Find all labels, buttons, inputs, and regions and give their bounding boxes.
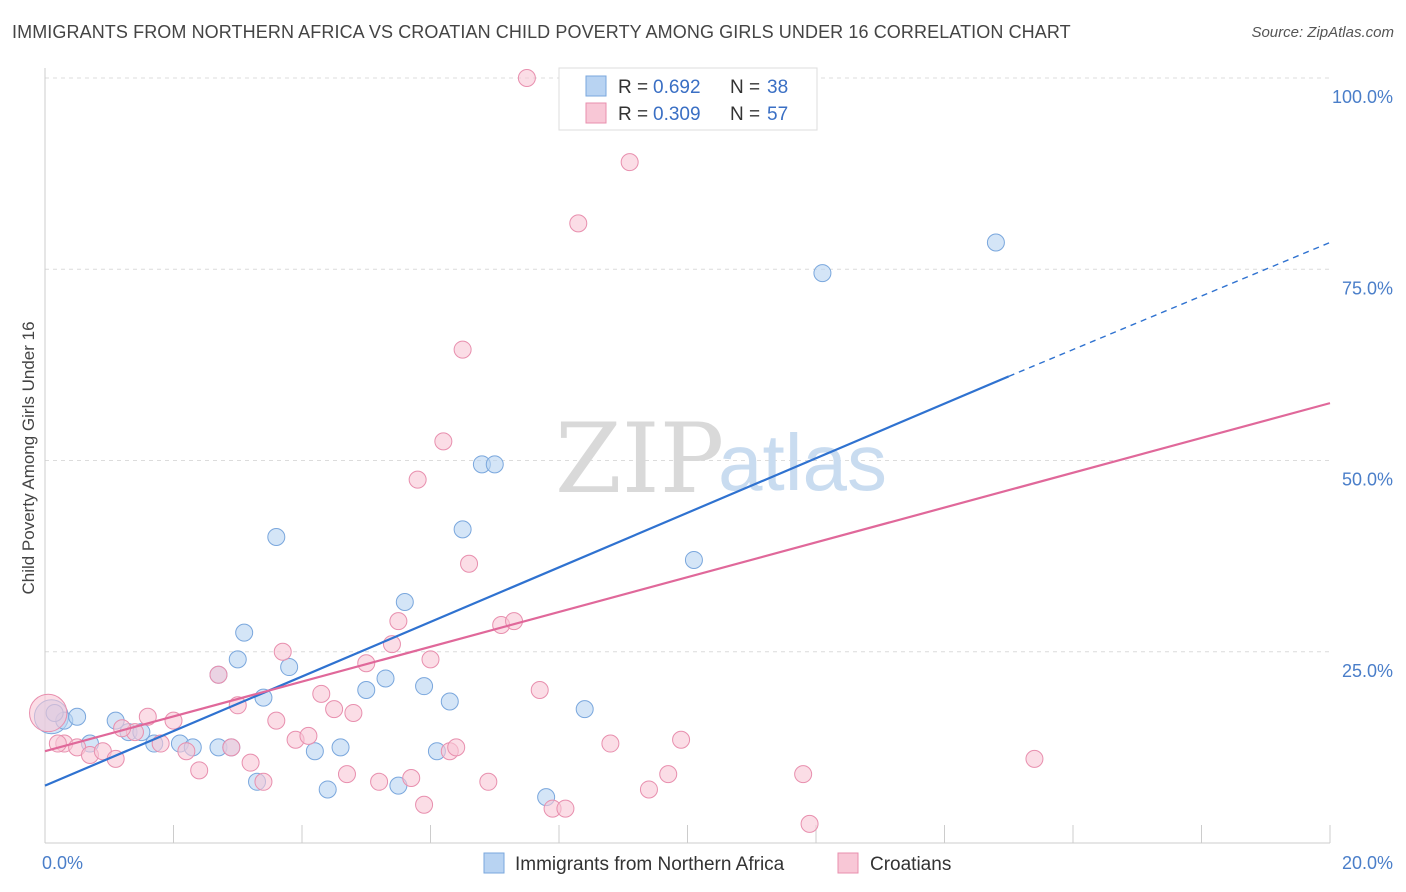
correlation-legend: R = 0.692 N = 38 R = 0.309 N = 57: [558, 67, 818, 131]
legend-n-label-blue: N =: [730, 77, 760, 98]
point-pink-40: [505, 612, 524, 631]
point-pink-42: [530, 681, 549, 699]
point-pink-15: [241, 753, 260, 772]
point-blue-28: [440, 692, 459, 711]
legend-swatch-blue: [585, 75, 607, 97]
point-blue-33: [575, 700, 594, 719]
series-legend-swatch-blue: [483, 852, 505, 874]
trendline-blue-extension: [1008, 241, 1331, 377]
point-pink-11: [190, 761, 209, 780]
point-pink-12: [209, 665, 228, 684]
y-tick-label-0: 25.0%: [1342, 661, 1393, 681]
point-pink-13: [222, 738, 241, 757]
point-pink-47: [601, 734, 620, 753]
point-pink-17: [267, 711, 286, 730]
legend-n-value-blue: 38: [767, 77, 788, 98]
point-pink-44: [556, 799, 575, 818]
x-tick-label-0: 0.0%: [42, 853, 83, 873]
legend-r-value-blue: 0.692: [653, 77, 701, 98]
point-blue-25: [395, 593, 414, 612]
trendline-blue: [44, 375, 1010, 787]
point-pink-35: [447, 738, 466, 757]
legend-r-value-pink: 0.309: [653, 104, 701, 125]
point-pink-20: [299, 726, 318, 745]
point-pink-22: [325, 700, 344, 719]
point-pink-23: [337, 765, 356, 784]
series-legend-swatch-pink: [837, 852, 859, 874]
point-pink-30: [408, 470, 427, 489]
watermark-atlas: atlas: [718, 418, 887, 507]
point-pink-18: [273, 642, 292, 661]
point-blue-26: [415, 677, 434, 696]
point-blue-31: [485, 455, 504, 474]
y-tick-label-3: 100.0%: [1332, 87, 1393, 107]
point-pink-7: [138, 707, 157, 726]
point-pink-32: [421, 650, 440, 669]
point-blue-35: [813, 264, 832, 283]
point-pink-29: [402, 768, 421, 787]
point-pink-49: [639, 780, 658, 799]
legend-n-label-pink: N =: [730, 104, 760, 125]
trendline-pink: [44, 402, 1331, 753]
point-pink-48: [620, 153, 639, 172]
point-blue-17: [267, 528, 286, 546]
point-pink-24: [344, 703, 363, 722]
point-blue-2: [68, 707, 87, 726]
chart-title: IMMIGRANTS FROM NORTHERN AFRICA VS CROAT…: [12, 22, 1071, 42]
point-blue-14: [235, 623, 254, 642]
point-pink-0: [29, 693, 68, 733]
point-pink-50: [659, 765, 678, 784]
point-blue-20: [318, 780, 337, 799]
point-pink-33: [434, 432, 453, 451]
source-credit: Source: ZipAtlas.com: [1251, 24, 1394, 41]
point-pink-26: [370, 772, 389, 791]
point-blue-13: [228, 650, 247, 669]
trend-lines: [44, 241, 1331, 787]
point-blue-23: [376, 669, 395, 688]
point-pink-41: [517, 69, 536, 87]
point-blue-29: [453, 520, 472, 539]
legend-r-label-blue: R =: [618, 77, 648, 98]
series-legend: Immigrants from Northern Africa Croatian…: [483, 852, 951, 875]
x-tick-label-1: 20.0%: [1342, 853, 1393, 873]
legend-swatch-pink: [585, 102, 607, 124]
data-points: [29, 69, 1044, 833]
point-blue-34: [684, 550, 703, 569]
y-tick-label-1: 50.0%: [1342, 470, 1393, 490]
point-pink-51: [672, 730, 691, 749]
legend-n-value-pink: 57: [767, 104, 788, 125]
watermark-zip: ZIP: [555, 403, 724, 515]
point-pink-10: [177, 742, 196, 761]
point-pink-38: [479, 772, 498, 791]
point-pink-53: [800, 814, 819, 833]
point-blue-22: [357, 681, 376, 699]
point-blue-36: [986, 233, 1005, 252]
series-legend-label-pink: Croatians: [870, 854, 951, 875]
tick-labels: 25.0% 50.0% 75.0% 100.0% 0.0% 20.0%: [42, 87, 1393, 873]
y-axis-title: Child Poverty Among Girls Under 16: [19, 321, 38, 594]
point-pink-16: [254, 772, 273, 791]
point-pink-52: [794, 765, 813, 784]
point-pink-45: [569, 214, 588, 233]
legend-r-label-pink: R =: [618, 104, 648, 125]
point-blue-18: [280, 658, 299, 677]
point-pink-21: [312, 684, 331, 703]
point-pink-31: [415, 795, 434, 814]
point-pink-37: [460, 554, 479, 573]
point-blue-21: [331, 738, 350, 757]
y-tick-label-2: 75.0%: [1342, 278, 1393, 298]
point-pink-36: [453, 340, 472, 359]
point-pink-54: [1025, 749, 1044, 768]
point-blue-19: [305, 742, 324, 761]
point-pink-28: [389, 612, 408, 631]
series-legend-label-blue: Immigrants from Northern Africa: [515, 854, 785, 875]
